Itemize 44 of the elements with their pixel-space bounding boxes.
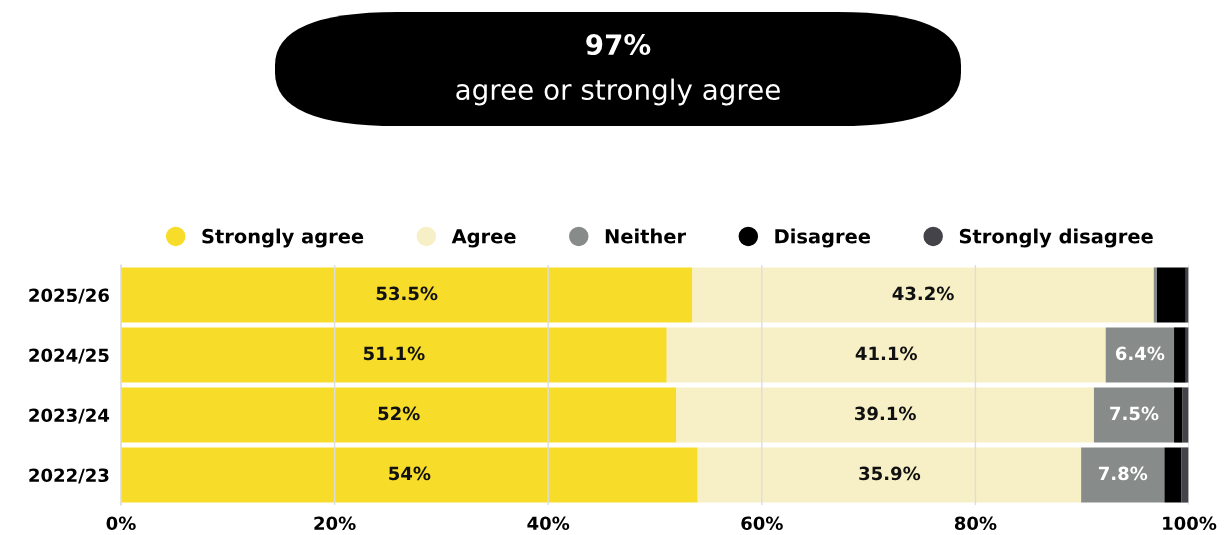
data-label: 51.1% — [363, 346, 425, 361]
y-tick-label: 2023/24 — [29, 408, 110, 424]
legend-label: Strongly agree — [202, 228, 364, 248]
bar — [1105, 327, 1175, 383]
y-tick-label: 2025/26 — [29, 288, 109, 304]
data-label: 6.4% — [1115, 346, 1165, 361]
bar — [1174, 327, 1186, 383]
data-label: 7.8% — [1098, 466, 1148, 481]
bar — [1093, 387, 1175, 443]
data-label: 35.9% — [859, 466, 921, 481]
bar — [121, 447, 698, 503]
x-tick-label: 0% — [106, 516, 136, 531]
bar — [1081, 447, 1165, 503]
data-label: 54% — [389, 466, 431, 481]
bar — [697, 447, 1082, 503]
bar — [666, 327, 1106, 383]
x-tick-label: 20% — [314, 516, 356, 531]
legend-label: Strongly disagree — [959, 228, 1153, 248]
chart-subtitle: agree or strongly agree — [456, 78, 780, 106]
y-tick-label: 2024/25 — [29, 348, 109, 364]
legend-label: Agree — [451, 229, 516, 248]
data-label: 53.5% — [376, 286, 438, 301]
bar — [1153, 267, 1157, 323]
chart-title: 97% — [586, 34, 651, 56]
bar — [121, 327, 667, 383]
x-tick-label: 60% — [741, 516, 783, 531]
bar — [676, 387, 1094, 443]
x-tick-label: 40% — [527, 516, 570, 531]
y-tick-label: 2022/23 — [29, 468, 109, 484]
x-tick-label: 80% — [954, 516, 997, 531]
legend-label: Disagree — [775, 228, 871, 248]
bar — [1174, 387, 1183, 443]
bar — [121, 387, 677, 443]
bar — [121, 267, 693, 323]
data-label: 41.1% — [855, 346, 917, 361]
data-label: 43.2% — [892, 286, 954, 301]
data-label: 39.1% — [855, 406, 916, 421]
bar — [1156, 267, 1186, 323]
bar — [1164, 447, 1182, 503]
legend-label: Neither — [605, 228, 687, 244]
x-tick-label: 100% — [1163, 516, 1217, 531]
data-label: 52% — [378, 406, 420, 421]
bar — [692, 267, 1154, 323]
data-label: 7.5% — [1110, 406, 1159, 421]
